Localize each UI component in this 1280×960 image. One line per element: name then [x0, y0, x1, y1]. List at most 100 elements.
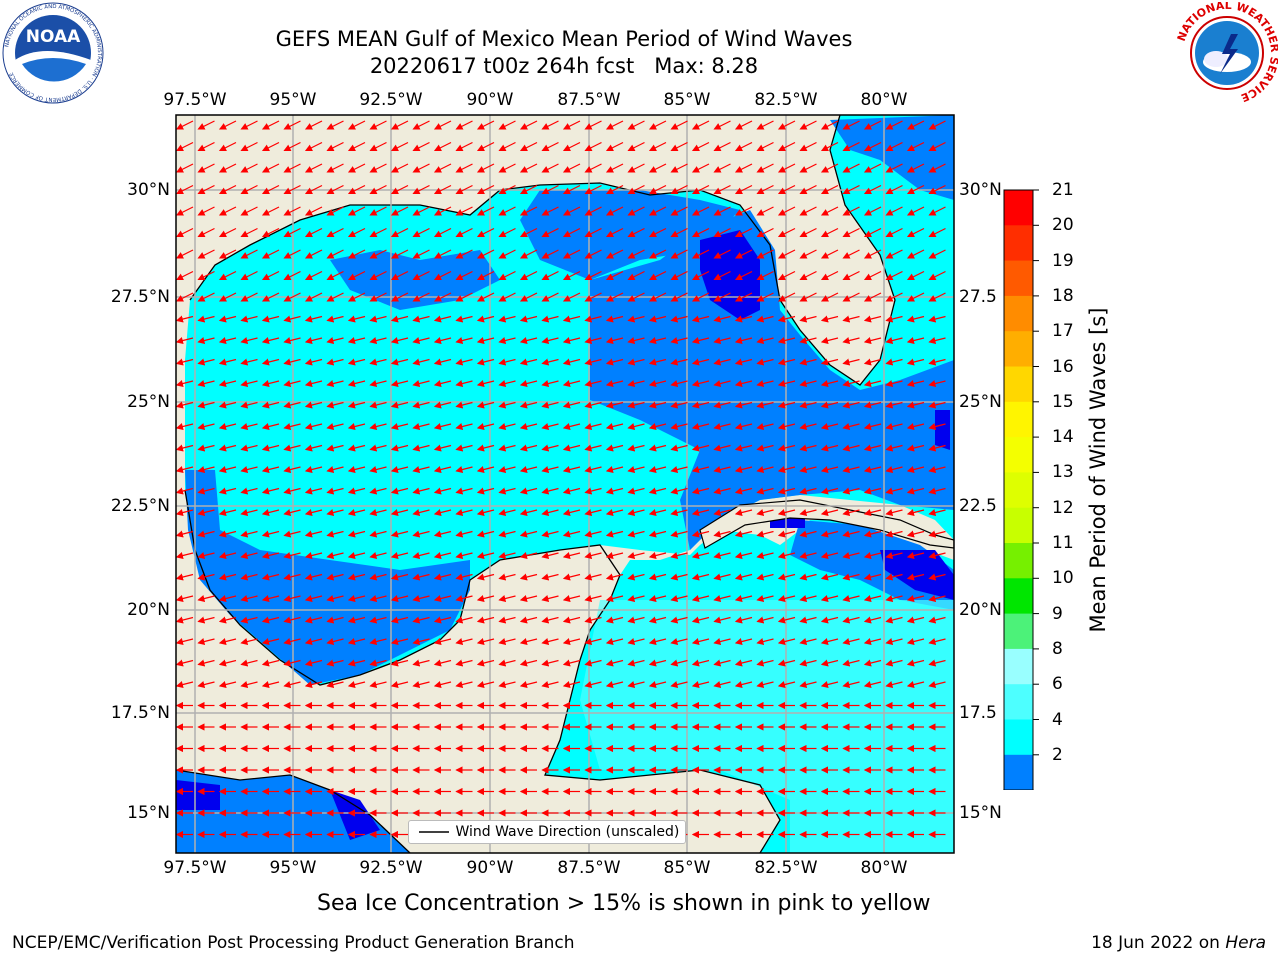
wind-wave-arrow: [820, 573, 839, 581]
wind-wave-arrow: [799, 227, 817, 238]
wind-wave-arrow: [412, 466, 430, 474]
wind-wave-arrow: [842, 249, 860, 259]
wind-wave-arrow: [197, 509, 215, 517]
wind-wave-arrow: [584, 552, 602, 560]
wind-wave-arrow: [605, 270, 624, 281]
wind-wave-arrow: [541, 249, 559, 259]
colorbar-tick-label: 4: [1052, 709, 1063, 730]
wind-wave-arrow: [455, 595, 473, 603]
wind-wave-arrow: [476, 120, 495, 130]
colorbar-swatch: [1004, 684, 1033, 720]
wind-wave-arrow: [928, 337, 946, 345]
wind-wave-arrow: [369, 509, 387, 517]
wind-wave-arrow: [261, 423, 280, 431]
wind-wave-arrow: [240, 206, 258, 216]
map-frame: [175, 114, 955, 854]
wind-wave-arrow: [433, 337, 452, 345]
wind-wave-arrow: [605, 509, 624, 517]
wind-wave-arrow: [928, 466, 946, 474]
wind-wave-arrow: [648, 401, 667, 409]
wind-wave-arrow: [691, 573, 710, 581]
wind-wave-arrow: [541, 487, 559, 495]
wind-wave-arrow: [756, 270, 774, 281]
wind-wave-arrow: [670, 380, 688, 388]
wind-wave-arrow: [498, 509, 516, 517]
wind-wave-arrow: [218, 616, 237, 624]
wind-wave-arrow: [519, 509, 538, 517]
wind-wave-arrow: [627, 249, 645, 259]
wind-wave-arrow: [283, 552, 301, 560]
wind-wave-arrow: [670, 444, 688, 452]
wind-wave-arrow: [304, 315, 323, 323]
wind-wave-arrow: [691, 380, 710, 388]
wind-wave-arrow: [928, 530, 946, 538]
chart-title-line1: GEFS MEAN Gulf of Mexico Mean Period of …: [275, 27, 853, 51]
wind-wave-arrow: [648, 141, 667, 152]
wind-wave-arrow: [433, 681, 452, 689]
wind-wave-arrow: [627, 358, 645, 366]
wind-wave-arrow: [283, 249, 301, 259]
wind-wave-arrow: [885, 141, 903, 152]
wind-wave-arrow: [713, 616, 731, 624]
wind-wave-arrow: [885, 681, 903, 689]
wind-wave-arrow: [433, 292, 452, 302]
wind-wave-arrow: [455, 249, 473, 259]
colorbar-tick-label: 13: [1052, 462, 1074, 483]
wind-wave-arrow: [799, 552, 817, 560]
wind-wave-arrow: [777, 270, 796, 281]
wind-wave-arrow: [476, 249, 495, 259]
wind-wave-arrow: [176, 315, 194, 323]
wind-wave-arrow: [347, 466, 366, 474]
wind-wave-arrow: [670, 120, 688, 130]
wind-wave-arrow: [369, 616, 387, 624]
wind-wave-arrow: [498, 206, 516, 216]
wind-wave-arrow: [799, 681, 817, 689]
wind-wave-arrow: [691, 249, 710, 259]
wind-wave-arrow: [541, 206, 559, 216]
wind-wave-arrow: [885, 659, 903, 667]
wind-wave-arrow: [756, 337, 774, 345]
wind-wave-arrow: [756, 120, 774, 130]
wind-wave-arrow: [218, 423, 237, 431]
wind-wave-arrow: [842, 638, 860, 646]
wind-wave-arrow: [390, 227, 409, 238]
wind-wave-arrow: [240, 315, 258, 323]
wind-wave-arrow: [799, 249, 817, 259]
wind-wave-arrow: [648, 616, 667, 624]
wind-wave-arrow: [670, 466, 688, 474]
colorbar-swatch: [1004, 719, 1033, 756]
wind-wave-arrow: [756, 292, 774, 302]
wind-wave-arrow: [476, 380, 495, 388]
wind-wave-arrow: [240, 337, 258, 345]
wind-wave-arrow: [240, 595, 258, 603]
wind-wave-arrow: [347, 337, 366, 345]
wind-wave-arrow: [476, 487, 495, 495]
wind-wave-arrow: [691, 552, 710, 560]
wind-wave-arrow: [820, 184, 839, 195]
wind-wave-arrow: [605, 616, 624, 624]
wind-wave-arrow: [390, 337, 409, 345]
wind-wave-arrow: [390, 509, 409, 517]
wind-wave-arrow: [261, 638, 280, 646]
wind-wave-arrow: [713, 358, 731, 366]
wind-wave-arrow: [734, 681, 753, 689]
wind-wave-arrow: [648, 638, 667, 646]
wind-wave-arrow: [756, 530, 774, 538]
wind-wave-arrow: [541, 358, 559, 366]
wind-wave-arrow: [369, 401, 387, 409]
wind-wave-arrow: [799, 638, 817, 646]
wind-wave-arrow: [412, 681, 430, 689]
wind-wave-arrow: [713, 401, 731, 409]
wind-wave-arrow: [369, 163, 387, 173]
wind-wave-arrow: [283, 337, 301, 345]
wind-wave-arrow: [562, 120, 581, 130]
wind-wave-arrow: [476, 595, 495, 603]
wind-wave-arrow: [584, 337, 602, 345]
wind-wave-arrow: [433, 227, 452, 238]
wind-wave-arrow: [498, 292, 516, 302]
wind-wave-arrow: [390, 315, 409, 323]
wind-wave-arrow: [347, 681, 366, 689]
wind-wave-arrow: [433, 141, 452, 152]
wind-wave-arrow: [347, 120, 366, 130]
